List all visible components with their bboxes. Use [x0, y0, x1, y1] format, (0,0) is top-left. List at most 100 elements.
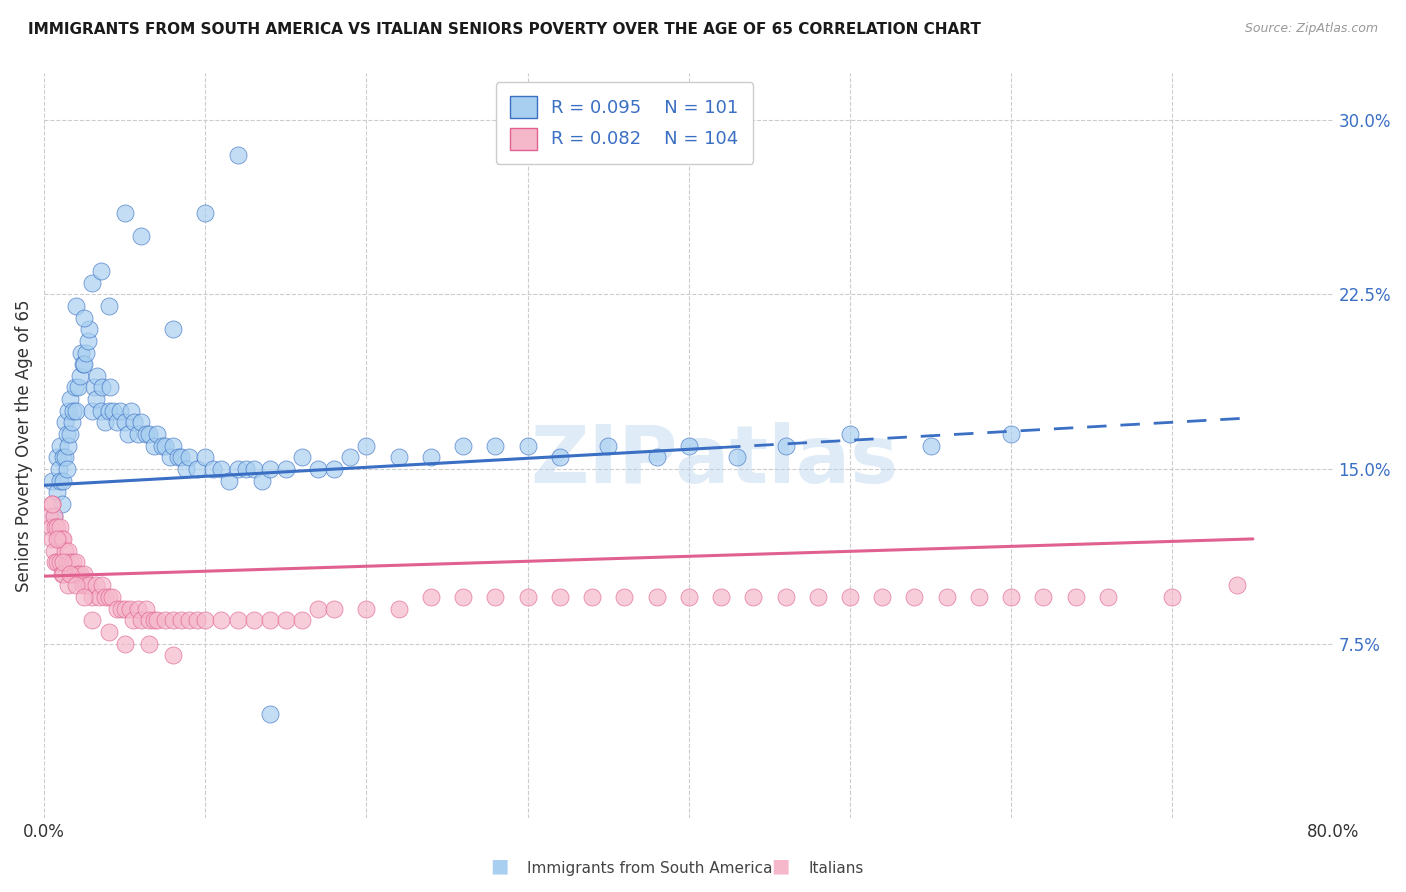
Point	[548, 590, 571, 604]
Point	[194, 614, 217, 628]
Point	[775, 439, 797, 453]
Point	[307, 462, 329, 476]
Point	[153, 439, 176, 453]
Point	[42, 508, 65, 523]
Point	[97, 404, 120, 418]
Point	[162, 614, 184, 628]
Point	[63, 566, 86, 581]
Point	[91, 578, 114, 592]
Point	[186, 614, 208, 628]
Text: ■: ■	[770, 857, 790, 876]
Point	[76, 334, 98, 348]
Point	[77, 578, 100, 592]
Point	[42, 543, 65, 558]
Point	[903, 590, 925, 604]
Point	[58, 578, 80, 592]
Point	[138, 614, 160, 628]
Point	[55, 462, 77, 476]
Point	[1161, 590, 1184, 604]
Point	[65, 578, 87, 592]
Point	[274, 614, 297, 628]
Point	[516, 439, 538, 453]
Point	[323, 462, 346, 476]
Point	[242, 462, 264, 476]
Point	[162, 439, 184, 453]
Point	[153, 614, 176, 628]
Point	[97, 590, 120, 604]
Point	[129, 416, 152, 430]
Point	[419, 590, 441, 604]
Point	[259, 706, 281, 721]
Point	[41, 497, 63, 511]
Point	[82, 590, 104, 604]
Point	[70, 345, 93, 359]
Point	[86, 368, 108, 383]
Legend: R = 0.095    N = 101, R = 0.082    N = 104: R = 0.095 N = 101, R = 0.082 N = 104	[495, 82, 754, 164]
Point	[84, 392, 107, 406]
Point	[146, 614, 169, 628]
Point	[259, 614, 281, 628]
Point	[69, 566, 91, 581]
Point	[678, 439, 700, 453]
Point	[60, 566, 83, 581]
Point	[52, 532, 75, 546]
Point	[710, 590, 733, 604]
Point	[250, 474, 273, 488]
Point	[142, 439, 165, 453]
Point	[484, 439, 506, 453]
Point	[59, 392, 82, 406]
Point	[105, 416, 128, 430]
Point	[775, 590, 797, 604]
Point	[179, 450, 201, 465]
Point	[162, 322, 184, 336]
Point	[53, 543, 76, 558]
Point	[870, 590, 893, 604]
Point	[52, 474, 75, 488]
Point	[48, 532, 70, 546]
Point	[98, 380, 121, 394]
Point	[146, 427, 169, 442]
Point	[484, 590, 506, 604]
Point	[120, 404, 142, 418]
Point	[138, 637, 160, 651]
Point	[53, 450, 76, 465]
Point	[52, 566, 75, 581]
Point	[142, 614, 165, 628]
Point	[49, 520, 72, 534]
Point	[46, 555, 69, 569]
Point	[41, 532, 63, 546]
Point	[129, 229, 152, 244]
Point	[920, 439, 942, 453]
Point	[66, 380, 89, 394]
Point	[159, 450, 181, 465]
Point	[82, 276, 104, 290]
Point	[839, 590, 862, 604]
Point	[202, 462, 225, 476]
Point	[65, 555, 87, 569]
Text: Italians: Italians	[808, 861, 863, 876]
Point	[226, 462, 249, 476]
Point	[72, 578, 94, 592]
Point	[807, 590, 830, 604]
Point	[103, 404, 125, 418]
Point	[63, 380, 86, 394]
Point	[108, 404, 131, 418]
Point	[323, 602, 346, 616]
Point	[77, 322, 100, 336]
Point	[645, 450, 668, 465]
Point	[194, 450, 217, 465]
Point	[46, 532, 69, 546]
Point	[235, 462, 257, 476]
Point	[62, 404, 84, 418]
Point	[69, 368, 91, 383]
Y-axis label: Seniors Poverty Over the Age of 65: Seniors Poverty Over the Age of 65	[15, 300, 32, 592]
Point	[1097, 590, 1119, 604]
Point	[1032, 590, 1054, 604]
Point	[51, 566, 73, 581]
Point	[105, 602, 128, 616]
Point	[242, 614, 264, 628]
Point	[75, 345, 97, 359]
Text: Immigrants from South America: Immigrants from South America	[527, 861, 773, 876]
Point	[114, 602, 136, 616]
Point	[194, 206, 217, 220]
